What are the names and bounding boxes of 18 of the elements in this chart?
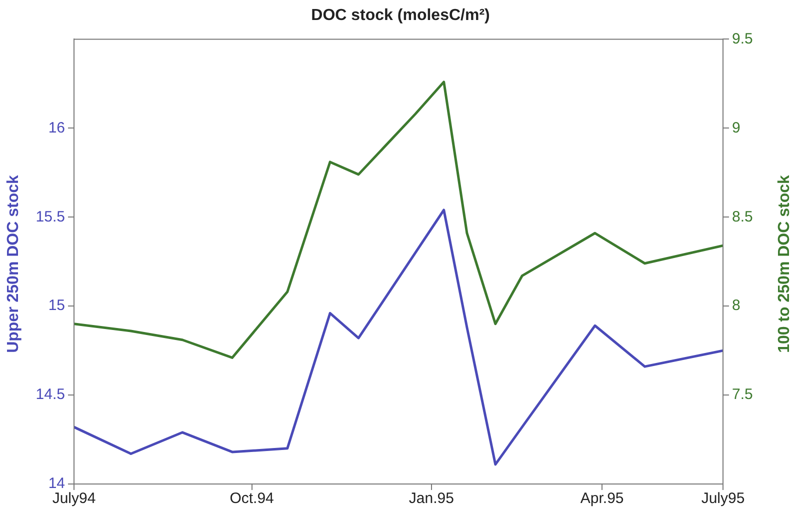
y2-tick-label: 9.5 [732, 30, 753, 48]
x-tick-label: July95 [701, 490, 745, 508]
y2-tick-label: 9 [732, 119, 740, 136]
x-tick-label: Oct.94 [230, 490, 274, 508]
x-tick-label: Apr.95 [580, 490, 624, 508]
y-tick-label: 15.5 [36, 208, 65, 226]
y-tick-label: 15 [48, 297, 65, 314]
x-tick-label: July94 [52, 490, 96, 508]
y2-tick-label: 8.5 [732, 208, 753, 226]
y-axis-title: Upper 250m DOC stock [5, 175, 23, 353]
y2-tick-label: 8 [732, 297, 740, 314]
y2-axis-title: 100 to 250m DOC stock [776, 175, 794, 353]
y-tick-label: 14.5 [36, 386, 65, 404]
y-tick-label: 16 [48, 119, 65, 136]
chart-title: DOC stock (molesC/m²) [311, 7, 490, 24]
x-tick-label: Jan.95 [408, 490, 454, 508]
y-tick-label: 14 [48, 475, 65, 492]
y2-tick-label: 7.5 [732, 386, 753, 404]
